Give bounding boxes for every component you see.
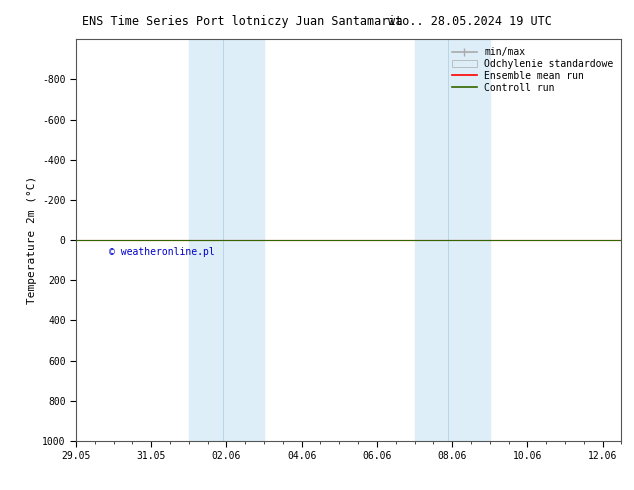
Bar (189, 39, 264, 441)
Text: ENS Time Series Port lotniczy Juan Santamaria: ENS Time Series Port lotniczy Juan Santa… (82, 15, 403, 28)
Text: wto.. 28.05.2024 19 UTC: wto.. 28.05.2024 19 UTC (388, 15, 552, 28)
Text: © weatheronline.pl: © weatheronline.pl (109, 247, 214, 257)
Legend: min/max, Odchylenie standardowe, Ensemble mean run, Controll run: min/max, Odchylenie standardowe, Ensembl… (450, 44, 616, 96)
Y-axis label: Temperature 2m (°C): Temperature 2m (°C) (27, 176, 37, 304)
Bar (415, 39, 489, 441)
